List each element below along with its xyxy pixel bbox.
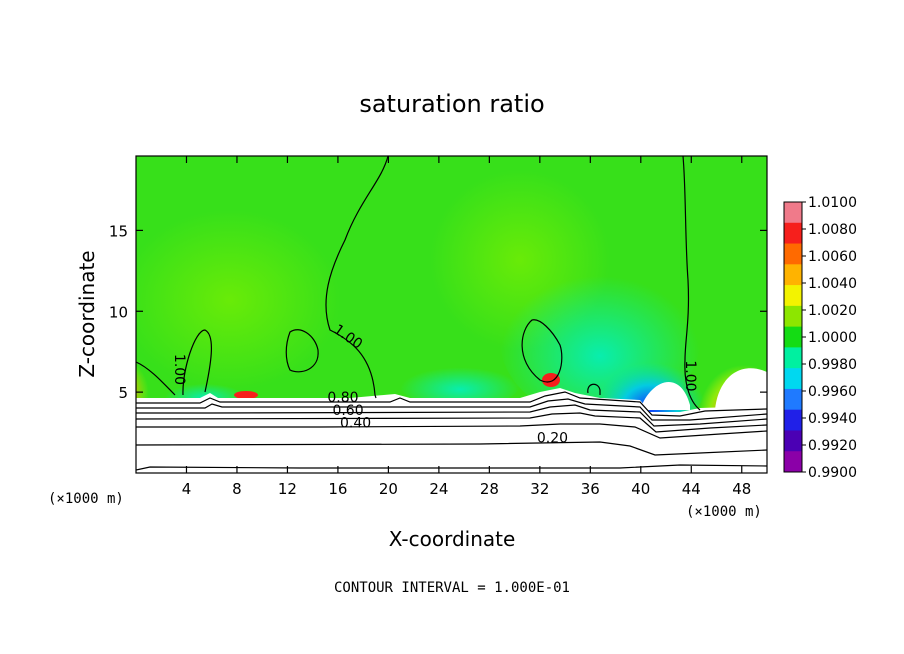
x-tick-label: 4 (182, 480, 192, 498)
x-unit-label: (×1000 m) (686, 504, 762, 520)
contour-interval-note: CONTOUR INTERVAL = 1.000E-01 (334, 580, 570, 596)
x-tick-label: 48 (732, 480, 751, 498)
colorbar-label: 1.0100 (808, 195, 857, 211)
colorbar-swatch (784, 368, 802, 390)
x-tick-label: 40 (631, 480, 650, 498)
contour-label: 0.40 (340, 416, 371, 432)
colorbar-swatch (784, 285, 802, 307)
colorbar-label: 0.9980 (808, 357, 857, 373)
y-tick-label: 5 (118, 384, 128, 402)
y-tick-label: 15 (109, 222, 128, 240)
plot-area (136, 156, 767, 473)
colorbar: 1.0100 1.0080 1.0060 1.0040 1.0020 1.0000 0.99… (783, 195, 857, 481)
contour-label: 1.00 (171, 354, 187, 385)
field-cyan-patch-mid (400, 363, 520, 407)
x-tick-label: 32 (530, 480, 549, 498)
colorbar-swatch (784, 243, 802, 265)
colorbar-swatch (784, 326, 802, 348)
x-tick-label: 28 (480, 480, 499, 498)
x-axis-label: X-coordinate (389, 527, 516, 551)
colorbar-swatch (784, 347, 802, 369)
field-light-patch-left (136, 210, 340, 390)
colorbar-label: 0.9960 (808, 384, 857, 400)
x-tick-label: 44 (682, 480, 701, 498)
x-tick-label: 24 (429, 480, 448, 498)
y-tick-label: 10 (109, 303, 128, 321)
colorbar-swatch (784, 451, 802, 473)
field-red-spot (542, 373, 560, 387)
colorbar-label: 0.9920 (808, 438, 857, 454)
chart-title: saturation ratio (359, 90, 544, 118)
colorbar-swatch (784, 305, 802, 328)
lower-domain (136, 388, 767, 473)
colorbar-label: 0.9900 (808, 465, 857, 481)
colorbar-swatch (784, 222, 802, 245)
colorbar-swatch (784, 409, 802, 431)
contour-label: 0.80 (327, 390, 358, 406)
y-axis-ticks: 5 10 15 (109, 222, 767, 402)
colorbar-swatch (784, 202, 802, 224)
contour-lines (136, 156, 767, 471)
x-axis-ticks: 4 8 12 16 20 24 28 32 36 40 44 48 (182, 156, 751, 498)
colorbar-swatch (784, 264, 802, 286)
field-red-spot-left (234, 391, 258, 399)
contour-label: 1.00 (682, 360, 698, 391)
x-tick-label: 36 (581, 480, 600, 498)
field-red-max-left (136, 348, 168, 412)
x-tick-label: 16 (328, 480, 347, 498)
contour-label: 0.60 (332, 403, 363, 419)
colorbar-label: 1.0080 (808, 222, 857, 238)
contour-label: 0.20 (537, 430, 568, 446)
plot-frame (135, 155, 768, 474)
x-tick-label: 12 (278, 480, 297, 498)
field-undefined-region (640, 368, 767, 410)
x-tick-label: 20 (379, 480, 398, 498)
colorbar-swatch (784, 388, 802, 411)
colorbar-label: 1.0020 (808, 303, 857, 319)
colorbar-label: 1.0000 (808, 330, 857, 346)
colorbar-label: 0.9940 (808, 411, 857, 427)
y-unit-label: (×1000 m) (48, 491, 124, 507)
y-axis-label: Z-coordinate (75, 250, 99, 377)
colorbar-label: 1.0060 (808, 249, 857, 265)
x-tick-label: 8 (232, 480, 242, 498)
colorbar-label: 1.0040 (808, 276, 857, 292)
colorbar-swatch (784, 430, 802, 452)
